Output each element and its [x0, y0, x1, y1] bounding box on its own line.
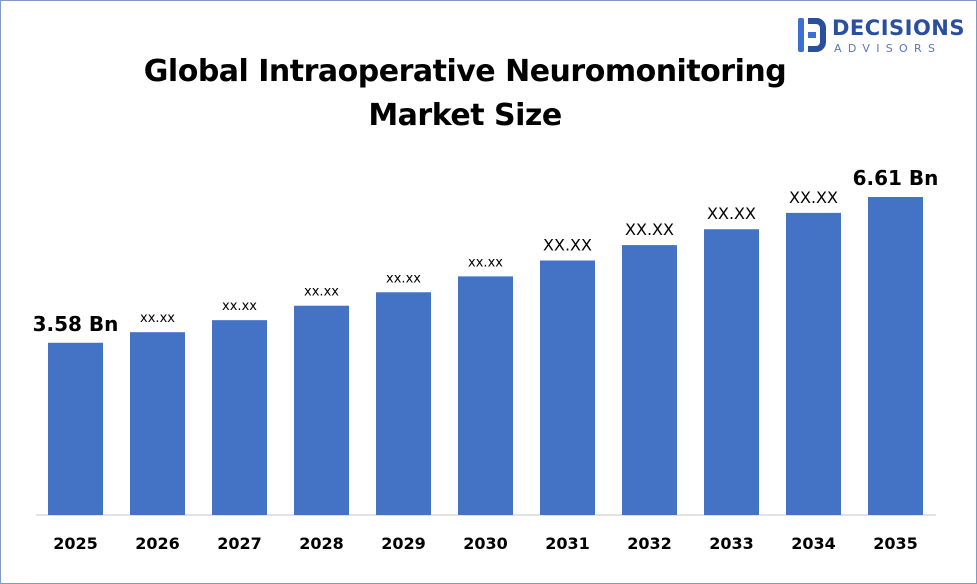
bar-2029 [376, 292, 431, 515]
x-tick-label-2034: 2034 [791, 534, 836, 553]
data-label-2027: xx.xx [222, 299, 257, 314]
decisions-advisors-logo-icon [798, 18, 827, 52]
data-label-2031: XX.XX [543, 236, 592, 255]
bar-2030 [458, 276, 513, 515]
bar-2032 [622, 245, 677, 515]
data-label-2028: xx.xx [304, 285, 339, 300]
x-tick-label-2030: 2030 [463, 534, 508, 553]
chart-title: Global Intraoperative Neuromonitoring Ma… [120, 50, 810, 138]
chart-title-line-2: Market Size [368, 98, 562, 133]
x-tick-label-2031: 2031 [545, 534, 590, 553]
x-tick-label-2027: 2027 [217, 534, 262, 553]
bar-2035 [868, 197, 923, 515]
x-tick-label-2032: 2032 [627, 534, 672, 553]
logo-name-line-1: DECISIONS [832, 16, 965, 40]
bar-2026 [130, 332, 185, 515]
x-tick-label-2026: 2026 [135, 534, 180, 553]
brand-logo: DECISIONS ADVISORS [796, 14, 966, 58]
x-tick-label-2025: 2025 [53, 534, 98, 553]
data-label-2034: XX.XX [789, 188, 838, 207]
bar-2027 [212, 320, 267, 515]
chart-title-line-1: Global Intraoperative Neuromonitoring [143, 54, 787, 89]
bar-2025 [48, 342, 103, 515]
data-label-2035: 6.61 Bn [853, 166, 939, 190]
bars-group [48, 197, 923, 516]
data-label-2033: XX.XX [707, 204, 756, 223]
data-label-2029: xx.xx [386, 271, 421, 286]
data-label-2025: 3.58 Bn [33, 312, 119, 336]
logo-name-line-2: ADVISORS [834, 42, 942, 55]
bar-2034 [786, 212, 841, 515]
bar-2028 [294, 305, 349, 515]
x-tick-label-2033: 2033 [709, 534, 754, 553]
x-tick-label-2035: 2035 [873, 534, 918, 553]
data-label-2032: XX.XX [625, 220, 674, 239]
data-label-2030: xx.xx [468, 255, 503, 270]
x-tick-labels-group: 2025 2026 2027 2028 2029 2030 2031 2032 2033 2034… [53, 534, 918, 553]
bar-2033 [704, 229, 759, 516]
data-labels-group: 3.58 Bn xx.xx xx.xx xx.xx xx.xx xx.xx XX.XX XX.… [33, 166, 939, 336]
x-tick-label-2029: 2029 [381, 534, 426, 553]
x-tick-label-2028: 2028 [299, 534, 344, 553]
bar-2031 [540, 260, 595, 515]
data-label-2026: xx.xx [140, 311, 175, 326]
